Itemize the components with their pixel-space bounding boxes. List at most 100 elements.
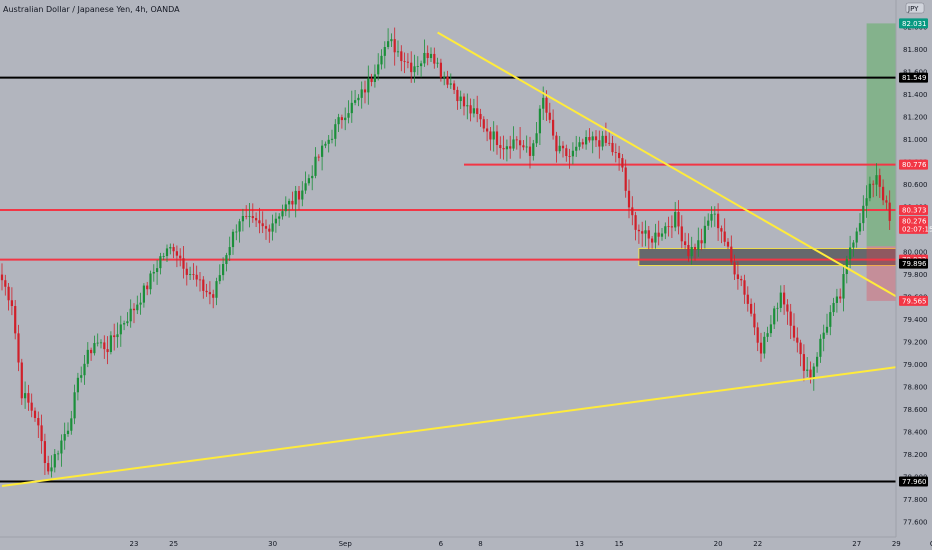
candle-body (730, 246, 733, 263)
candle (291, 191, 294, 210)
candle-body (624, 167, 627, 191)
candle (373, 64, 376, 88)
price-axis[interactable]: 82.00081.80081.60081.40081.20081.00080.8… (903, 23, 928, 526)
candle-body (875, 175, 878, 185)
candle (63, 422, 66, 450)
candle-body (819, 338, 822, 357)
candle (367, 65, 370, 105)
candle (76, 372, 79, 401)
candle-body (0, 274, 4, 281)
candle-body (202, 279, 205, 291)
candle-body (76, 377, 79, 393)
candle-body (439, 62, 442, 78)
candle-body (106, 349, 109, 353)
trendlines-layer (1, 31, 932, 487)
candle-body (185, 268, 188, 275)
y-tick-label: 81.800 (903, 46, 928, 54)
candle-body (126, 321, 129, 324)
candle-body (822, 332, 825, 339)
price-badge-bg (899, 295, 928, 306)
candle (416, 56, 419, 76)
candle-body (436, 62, 439, 64)
candle-body (60, 440, 63, 454)
candle-body (505, 146, 508, 150)
candle-body (192, 274, 195, 276)
candle-body (585, 137, 588, 145)
price-badge: 80.776 (899, 159, 928, 170)
candle-body (627, 190, 631, 208)
candle (20, 358, 23, 405)
levels-layer (0, 76, 896, 483)
candle (119, 315, 122, 347)
y-tick-label: 77.800 (903, 496, 928, 504)
candle-body (103, 342, 106, 350)
candle (499, 136, 502, 159)
candle (634, 211, 637, 241)
candle-body (354, 100, 357, 103)
candle (70, 410, 73, 435)
candle (443, 71, 446, 86)
candle (535, 122, 538, 148)
x-tick-label: 20 (714, 540, 723, 548)
y-tick-label: 79.200 (903, 338, 928, 346)
candle-body (66, 430, 70, 435)
candle-body (588, 137, 591, 141)
candle-body (868, 183, 871, 199)
candle (717, 203, 720, 241)
candle (278, 213, 281, 226)
candle (703, 216, 706, 249)
candle-body (806, 369, 809, 371)
candle (426, 45, 429, 66)
candle-body (337, 117, 340, 125)
candle-body (370, 78, 373, 82)
candle-body (482, 119, 485, 129)
candle-body (555, 135, 558, 152)
candle-body (195, 274, 198, 280)
price-badge: 80.373 (899, 204, 928, 215)
candle (608, 131, 611, 146)
candle (832, 297, 835, 317)
candle (294, 185, 297, 218)
candle (453, 80, 456, 94)
candle-body (321, 145, 324, 157)
candle-body (740, 278, 743, 281)
candle (60, 434, 63, 467)
candle (816, 352, 819, 373)
x-tick-label: 25 (169, 540, 178, 548)
time-axis[interactable]: 232530Sep68131520222729Oct57 (130, 540, 932, 548)
candle-body (753, 313, 756, 328)
candle-body (116, 334, 119, 338)
candle-body (390, 39, 393, 42)
candle-body (182, 258, 185, 269)
candle-body (136, 304, 139, 311)
candle-body (50, 467, 53, 472)
candle-body (453, 83, 456, 90)
candle (363, 80, 367, 104)
candle (255, 212, 258, 227)
candle (690, 236, 693, 265)
price-badge: 77.960 (899, 476, 928, 487)
candle-body (552, 119, 555, 136)
candle (14, 300, 17, 340)
candle (30, 393, 33, 418)
candle-body (205, 290, 208, 293)
candle-body (693, 246, 697, 250)
candle (192, 263, 195, 280)
candle (674, 201, 677, 232)
x-tick-label: 6 (439, 540, 444, 548)
candle-body (10, 300, 13, 307)
candle (631, 196, 634, 226)
candle-body (581, 142, 584, 145)
candle (598, 130, 601, 159)
price-badge-bg (899, 18, 928, 29)
candle (627, 179, 631, 219)
candle-body (634, 215, 637, 230)
candle-body (703, 225, 706, 244)
candle-body (129, 308, 132, 322)
candle (208, 281, 211, 305)
candle (225, 252, 228, 272)
candle (456, 86, 459, 110)
candle-body (601, 135, 604, 147)
candle (50, 455, 53, 478)
